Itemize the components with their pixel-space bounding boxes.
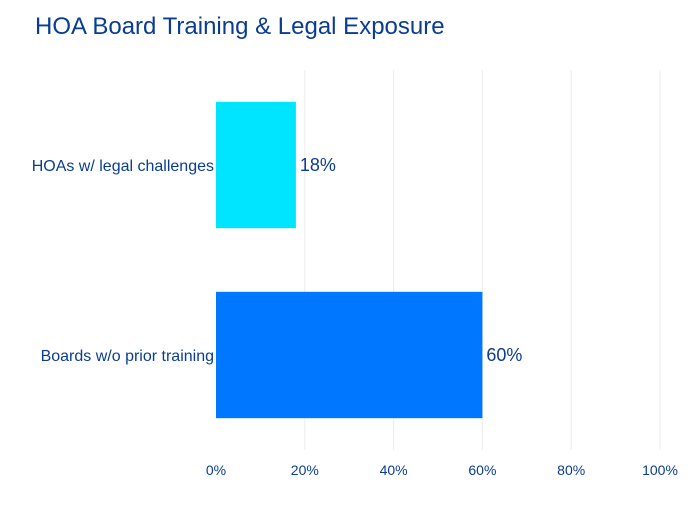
x-tick-label: 40% [380,462,408,478]
x-tick-label: 80% [557,462,585,478]
bars [216,101,483,419]
bar-1 [216,291,483,419]
labels: HOAs w/ legal challenges 18% Boards w/o pr… [32,155,523,365]
x-tick-label: 100% [642,462,678,478]
data-label: 18% [300,155,336,175]
x-axis-ticks: 0% 20% 40% 60% 80% 100% [206,462,678,478]
bar-0 [216,101,296,229]
data-label: 60% [486,345,522,365]
chart-title: HOA Board Training & Legal Exposure [35,13,445,40]
x-tick-label: 0% [206,462,226,478]
x-tick-label: 60% [468,462,496,478]
x-tick-label: 20% [291,462,319,478]
category-label: Boards w/o prior training [41,348,214,365]
category-label: HOAs w/ legal challenges [32,158,214,175]
